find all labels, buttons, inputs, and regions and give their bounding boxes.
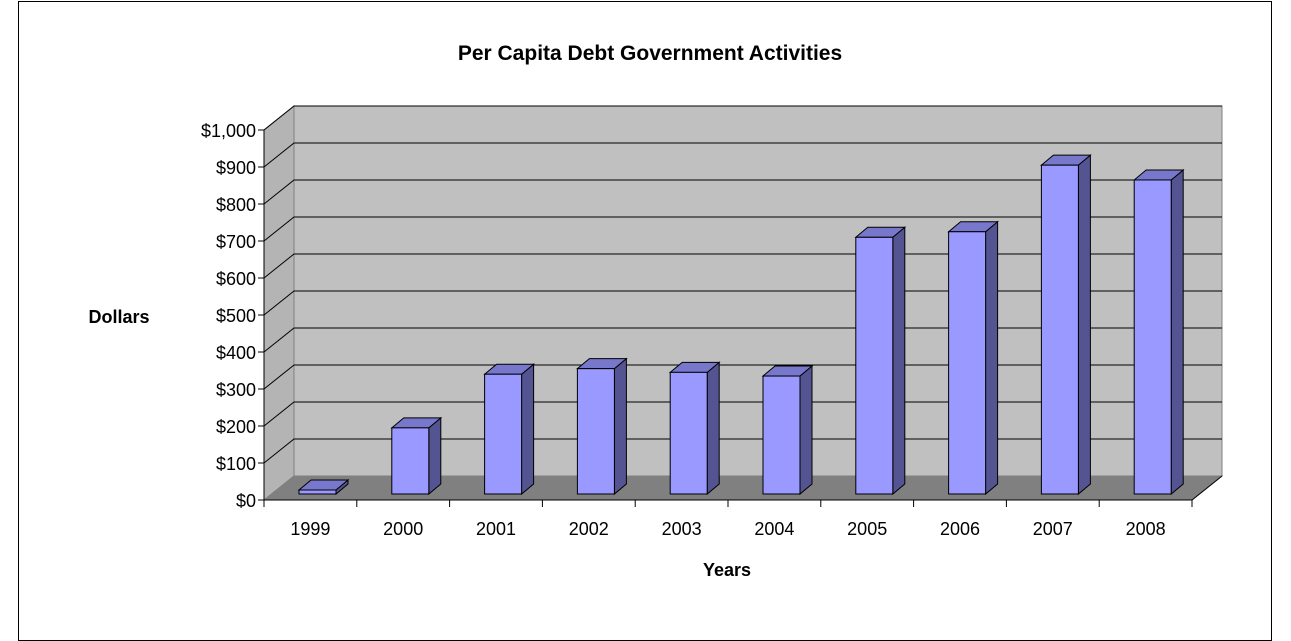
- bar-side: [799, 364, 813, 496]
- y-tick-label: $400: [216, 343, 256, 363]
- bar: [668, 361, 721, 496]
- y-tick-label: $700: [216, 232, 256, 252]
- chart-title: Per Capita Debt Government Activities: [458, 42, 842, 65]
- bar-side: [428, 416, 442, 496]
- y-tick-label: $800: [216, 195, 256, 215]
- y-axis: $0 $100 $200 $300 $400 $500 $600 $700 $800 $900 $1…: [201, 121, 265, 511]
- y-tick-label: $1,000: [201, 121, 256, 141]
- bar-front: [484, 373, 523, 495]
- gridline: [263, 401, 1222, 427]
- bar-front: [1040, 164, 1079, 495]
- x-axis-title: Years: [703, 560, 751, 580]
- x-tick-label: 2006: [940, 519, 980, 539]
- x-tick-label: 2007: [1033, 519, 1073, 539]
- bar-side: [892, 226, 906, 496]
- bar: [1040, 154, 1092, 496]
- y-axis-title: Dollars: [88, 307, 149, 327]
- bar: [483, 363, 535, 496]
- bar-front: [298, 489, 337, 495]
- bar: [854, 226, 907, 496]
- gridline: [263, 216, 1222, 242]
- bar-front: [762, 375, 801, 495]
- bar: [576, 357, 628, 496]
- bar-front: [1133, 179, 1172, 495]
- x-axis: 1999 2000 2001 2002 2003 2004 2005 2006 2007 2008: [263, 475, 1223, 539]
- bar-front: [948, 231, 987, 495]
- bar: [947, 220, 999, 496]
- y-tick-label: $300: [216, 380, 256, 400]
- y-tick-label: $100: [216, 454, 256, 474]
- x-tick-label: 1999: [290, 519, 330, 539]
- bar: [761, 364, 814, 496]
- bar-side: [1170, 168, 1184, 496]
- bar-side: [1077, 154, 1091, 496]
- bar: [1132, 168, 1185, 496]
- y-tick-label: $900: [216, 158, 256, 178]
- x-tick-label: 2002: [569, 519, 609, 539]
- x-tick-label: 2008: [1126, 519, 1166, 539]
- y-tick-label: $500: [216, 306, 256, 326]
- bar: [390, 416, 443, 496]
- gridline: [263, 327, 1222, 353]
- bar-front: [391, 427, 430, 495]
- bar-front: [855, 236, 894, 495]
- bar-side: [521, 363, 535, 496]
- bar-front: [669, 371, 708, 495]
- gridline: [263, 105, 1222, 131]
- x-tick-label: 2005: [847, 519, 887, 539]
- bar-chart: Per Capita Debt Government Activities $0…: [88, 42, 1224, 580]
- gridline: [263, 142, 1222, 168]
- x-tick-label: 2003: [662, 519, 702, 539]
- y-tick-label: $600: [216, 269, 256, 289]
- gridline: [263, 290, 1222, 316]
- x-tick-label: 2000: [383, 519, 423, 539]
- gridline: [263, 364, 1222, 390]
- bar-front: [576, 368, 615, 495]
- gridline: [263, 438, 1222, 464]
- y-tick-label: $200: [216, 417, 256, 437]
- bar: [297, 478, 350, 496]
- bar-side: [706, 361, 720, 496]
- y-tick-label: $0: [236, 491, 256, 511]
- bar-side: [985, 220, 999, 496]
- x-tick-label: 2004: [754, 519, 794, 539]
- bar-side: [613, 357, 627, 496]
- gridline: [263, 253, 1222, 279]
- plot-area: [262, 104, 1224, 502]
- gridline: [263, 179, 1222, 205]
- x-tick-label: 2001: [476, 519, 516, 539]
